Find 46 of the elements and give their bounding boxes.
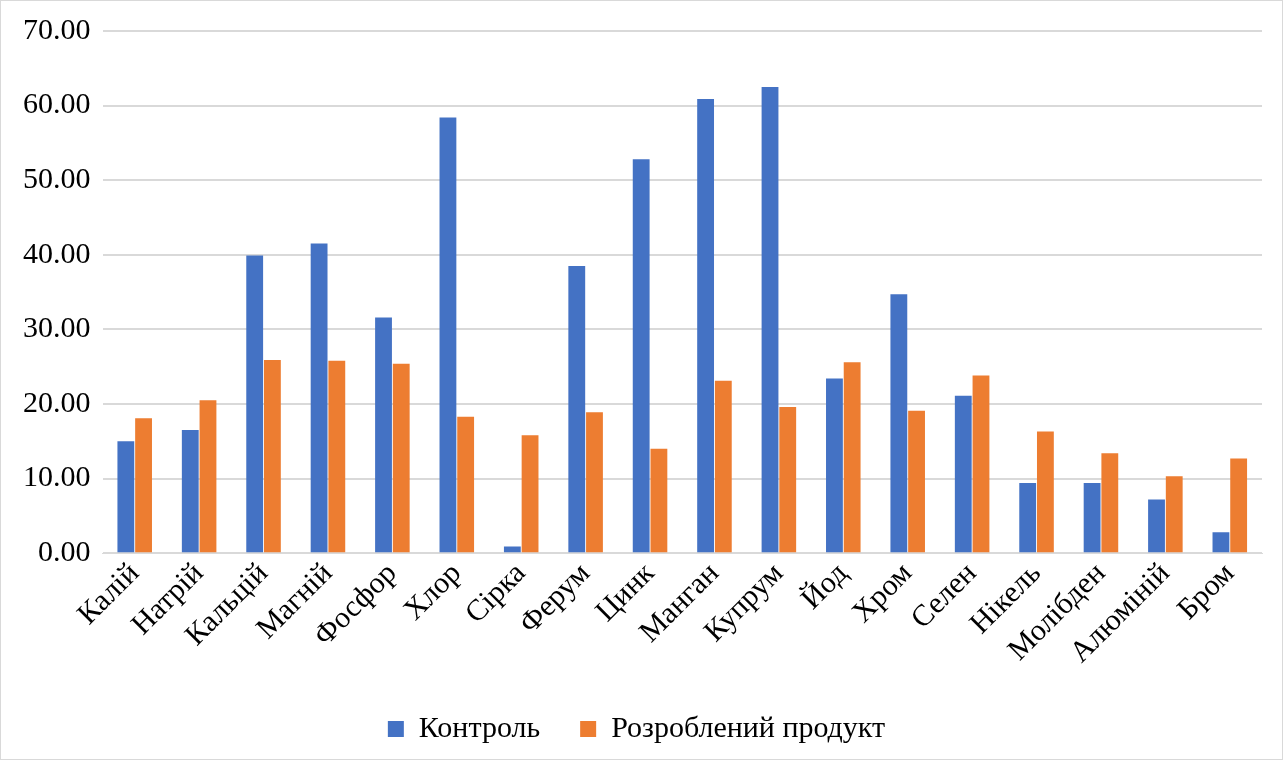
bar: [1036, 431, 1054, 553]
bar: [761, 86, 779, 553]
bar: [135, 418, 152, 553]
legend-label: Контроль: [418, 709, 541, 743]
bar: [779, 406, 797, 553]
bar: [972, 375, 990, 553]
bar: [375, 317, 392, 553]
bar: [826, 378, 843, 553]
bar: [586, 412, 603, 553]
bar: [457, 416, 475, 553]
bar: [1083, 483, 1101, 553]
bar: [503, 546, 521, 553]
bar: [117, 441, 135, 553]
bar: [1165, 476, 1183, 553]
bar: [263, 359, 281, 553]
y-tick-label: 60.00: [23, 86, 91, 120]
bar: [328, 360, 346, 553]
bar: [181, 430, 199, 553]
bar: [843, 362, 861, 553]
y-tick-label: 20.00: [23, 384, 91, 418]
y-tick-label: 10.00: [23, 459, 91, 493]
bar: [568, 265, 586, 553]
y-tick-label: 30.00: [23, 310, 91, 344]
y-tick-label: 40.00: [23, 235, 91, 269]
bar: [632, 159, 650, 553]
bar: [890, 294, 908, 553]
bar: [246, 255, 264, 553]
bar: [521, 435, 539, 553]
bar: [908, 410, 925, 553]
y-tick-label: 0.00: [38, 534, 91, 568]
bar: [954, 395, 972, 553]
legend-label: Розроблений продукт: [611, 709, 886, 743]
bar: [1101, 453, 1119, 553]
bar: [1019, 483, 1037, 553]
bar: [1148, 499, 1165, 553]
bar: [439, 117, 457, 553]
bar: [199, 400, 217, 553]
bar: [697, 98, 715, 553]
bar: [1212, 532, 1230, 553]
y-tick-label: 70.00: [23, 11, 91, 45]
bar: [714, 380, 732, 553]
bar: [650, 448, 668, 553]
bar: [392, 363, 410, 553]
y-tick-label: 50.00: [23, 161, 91, 195]
bar: [1230, 458, 1248, 553]
bar: [310, 243, 328, 553]
